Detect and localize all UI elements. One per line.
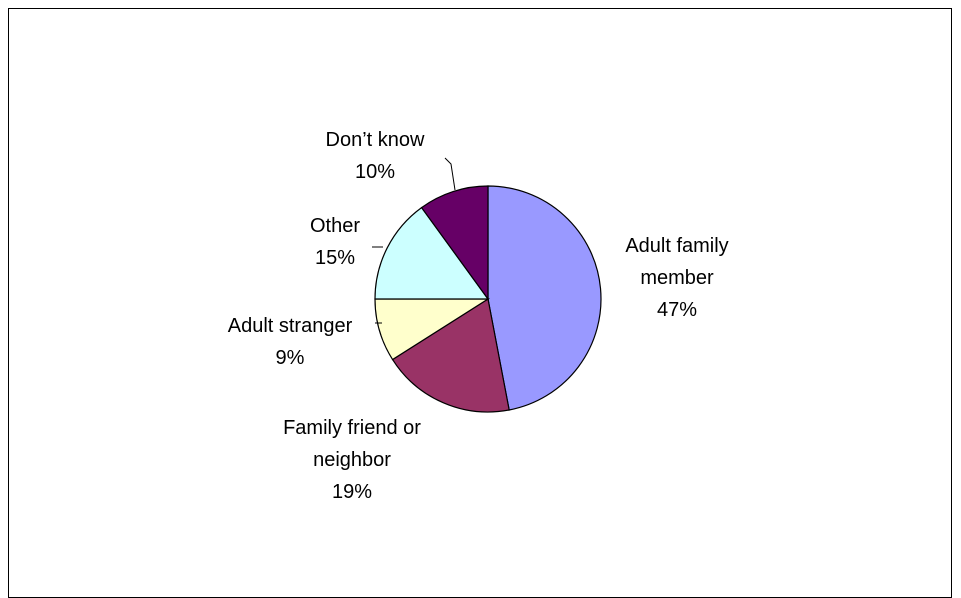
slice-label-line: Adult stranger [227, 315, 353, 337]
slice-label-line: Adult family [625, 235, 729, 257]
slice-label-line: Family friend or [283, 417, 421, 439]
pie-slices [374, 185, 602, 413]
slice-percent: 19% [331, 481, 373, 503]
slice-label-line: neighbor [313, 449, 391, 471]
slice-percent: 15% [314, 247, 356, 269]
slice-percent: 10% [354, 161, 396, 183]
slice-label-family-friend-or-neighbor: Family friend or neighbor 19% [252, 412, 452, 508]
slice-label-line: Other [309, 215, 361, 237]
leader-lines [372, 157, 456, 324]
pie-chart [372, 157, 602, 413]
slice-label-other: Other 15% [290, 210, 380, 274]
slice-label-dont-know: Don’t know 10% [305, 124, 445, 188]
pie-slice-family-friend-or-neighbor [391, 298, 510, 413]
slice-label-adult-family-member: Adult family member 47% [602, 230, 752, 326]
leader-line [444, 157, 456, 191]
slice-percent: 47% [656, 299, 698, 321]
pie-slice-dont-know [420, 185, 489, 301]
slice-label-line: member [640, 267, 714, 289]
pie-slice-other [374, 206, 490, 300]
pie-slice-adult-family-member [487, 185, 602, 411]
slice-label-adult-stranger: Adult stranger 9% [205, 310, 375, 374]
slice-percent: 9% [275, 347, 305, 369]
slice-label-line: Don’t know [325, 129, 425, 151]
